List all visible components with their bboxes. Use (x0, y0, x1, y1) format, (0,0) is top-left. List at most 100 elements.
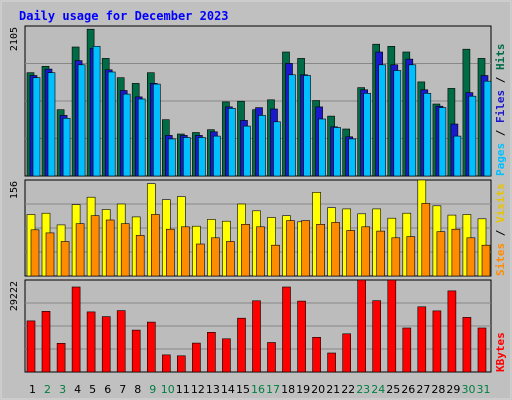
bar-pages-11: 11: 540 (183, 137, 191, 177)
side-legend-part: / (494, 123, 507, 143)
bar-pages-9: 9: 1290 (153, 83, 161, 177)
bar-pages-30: 30: 1120 (468, 95, 477, 177)
bar-kbytes-15: 15: 17090 (237, 317, 246, 373)
day-label-20: 20 (311, 383, 325, 396)
day-label-18: 18 (281, 383, 295, 396)
bar-kbytes-14: 14: 10530 (222, 338, 231, 373)
day-label-24: 24 (371, 383, 385, 396)
panel-3: 29222 1: 16220 2: 19290 3: 9130 4: 26990 5: 1… (9, 279, 507, 373)
side-legend-part: Files (494, 90, 507, 123)
bar-sites-23: 23: 80 (361, 226, 371, 277)
day-label-3: 3 (59, 383, 66, 396)
bar-sites-30: 30: 62 (466, 237, 476, 277)
bar-sites-25: 25: 62 (391, 237, 401, 277)
day-label-15: 15 (236, 383, 250, 396)
side-legend-part: Visits (494, 183, 507, 223)
bar-sites-12: 12: 52 (196, 243, 205, 277)
bar-kbytes-1: 1: 16220 (26, 320, 36, 373)
bar-sites-7: 7: 85 (120, 223, 130, 277)
bar-pages-2: 2: 1450 (47, 72, 56, 177)
series-sites: 1: 75 2: 70 3: 56 4: 85 5: 98 6: 91 7: 85 8: 66… (30, 203, 491, 277)
bar-sites-2: 2: 70 (45, 232, 55, 277)
bar-pages-1: 1: 1380 (32, 77, 41, 177)
bar-sites-16: 16: 80 (256, 226, 265, 277)
bar-pages-13: 13: 560 (213, 135, 221, 177)
max-label: 29222 (9, 281, 20, 311)
day-label-8: 8 (134, 383, 141, 396)
bar-kbytes-13: 13: 12600 (207, 331, 216, 373)
side-legend: Sites / Visits (494, 183, 507, 276)
bar-sites-29: 29: 76 (451, 228, 461, 277)
bar-pages-16: 16: 850 (258, 115, 266, 177)
bar-pages-7: 7: 1150 (122, 93, 131, 177)
side-legend-part: / (494, 223, 507, 243)
bar-pages-18: 18: 1420 (288, 74, 296, 177)
bar-kbytes-19: 19: 22530 (297, 300, 306, 373)
bar-sites-27: 27: 118 (421, 203, 431, 277)
bar-kbytes-29: 29: 25750 (447, 290, 457, 373)
day-label-5: 5 (89, 383, 96, 396)
max-label: 2105 (9, 27, 20, 51)
bar-sites-18: 18: 90 (286, 220, 295, 277)
side-legend-part: Hits (494, 44, 507, 71)
bar-pages-6: 6: 1460 (107, 71, 116, 177)
bar-sites-19: 19: 90 (301, 220, 310, 277)
day-label-22: 22 (341, 383, 355, 396)
bar-kbytes-3: 3: 9130 (56, 342, 66, 373)
bar-pages-22: 22: 520 (348, 138, 357, 177)
bar-kbytes-20: 20: 11020 (312, 336, 321, 373)
day-label-9: 9 (149, 383, 156, 396)
bar-sites-10: 10: 76 (166, 228, 175, 277)
day-label-23: 23 (356, 383, 370, 396)
bar-pages-8: 8: 1080 (137, 98, 146, 177)
bar-kbytes-2: 2: 19290 (41, 310, 51, 373)
series-pages: 1: 1380 2: 1450 3: 810 4: 1560 5: 1820 6: 146… (32, 45, 492, 177)
day-label-14: 14 (221, 383, 235, 396)
day-label-26: 26 (401, 383, 415, 396)
bar-pages-24: 24: 1560 (378, 64, 387, 177)
day-label-19: 19 (296, 383, 310, 396)
bar-sites-24: 24: 73 (376, 230, 386, 277)
bar-pages-14: 14: 950 (228, 108, 236, 177)
day-label-30: 30 (462, 383, 476, 396)
day-label-17: 17 (266, 383, 280, 396)
bar-kbytes-22: 22: 12120 (342, 333, 352, 373)
bar-sites-4: 4: 85 (75, 223, 85, 277)
bar-kbytes-24: 24: 22660 (372, 300, 382, 373)
bar-sites-22: 22: 74 (346, 230, 356, 277)
bar-sites-13: 13: 62 (211, 237, 220, 277)
side-legend-part: Pages (494, 143, 507, 176)
bar-kbytes-6: 6: 17600 (101, 316, 111, 373)
bar-kbytes-4: 4: 26990 (71, 286, 81, 373)
bar-sites-20: 20: 84 (316, 224, 325, 277)
bar-kbytes-17: 17: 9360 (267, 342, 276, 373)
bar-kbytes-16: 16: 22620 (252, 300, 261, 373)
bar-kbytes-12: 12: 9170 (192, 342, 201, 373)
day-label-6: 6 (104, 383, 111, 396)
bar-pages-12: 12: 540 (198, 137, 206, 177)
bar-pages-31: 31: 1330 (483, 80, 492, 177)
side-legend-part: KBytes (494, 332, 507, 372)
bar-pages-28: 28: 960 (438, 107, 447, 177)
day-label-12: 12 (191, 383, 205, 396)
bar-pages-26: 26: 1560 (408, 64, 417, 177)
bar-pages-20: 20: 800 (318, 118, 326, 177)
day-label-29: 29 (446, 383, 460, 396)
bar-kbytes-8: 8: 13300 (131, 329, 141, 373)
bar-pages-25: 25: 1480 (393, 70, 402, 177)
bar-kbytes-28: 28: 19400 (432, 310, 442, 373)
bar-pages-23: 23: 1160 (363, 93, 372, 177)
bar-pages-4: 4: 1560 (77, 64, 86, 177)
bar-pages-15: 15: 700 (243, 125, 251, 177)
bar-sites-28: 28: 72 (436, 231, 446, 277)
bar-sites-5: 5: 98 (90, 215, 100, 277)
bar-kbytes-27: 27: 20710 (417, 306, 427, 373)
day-label-13: 13 (206, 383, 220, 396)
bar-pages-27: 27: 1160 (423, 93, 432, 177)
bar-kbytes-31: 31: 13970 (477, 327, 487, 373)
bar-kbytes-23: 23: 30720 (357, 279, 367, 373)
day-label-28: 28 (431, 383, 445, 396)
bar-sites-11: 11: 80 (181, 226, 190, 277)
